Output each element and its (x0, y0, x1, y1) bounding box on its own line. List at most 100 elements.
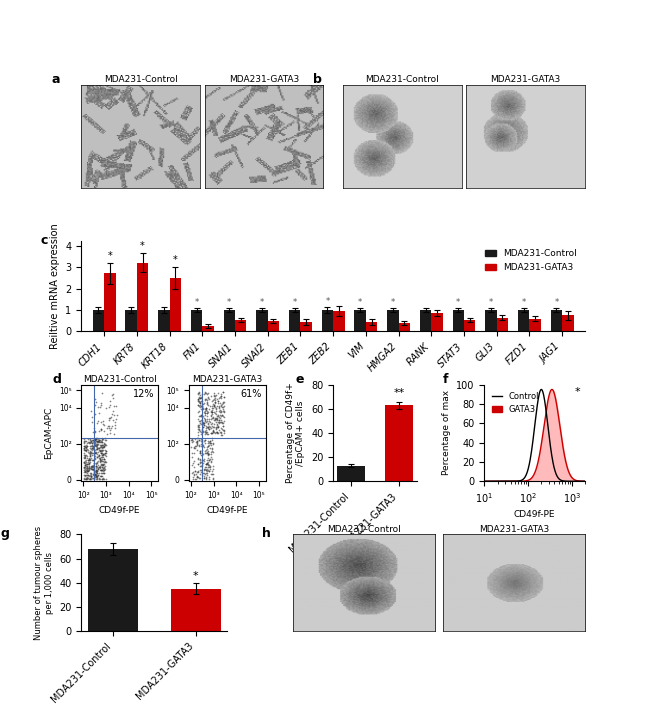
Point (219, 391, 229, 403)
Bar (289, 310, 300, 332)
Point (202, 411, 212, 422)
Point (196, 437, 207, 448)
Point (200, 463, 211, 474)
Point (200, 458, 211, 469)
Point (194, 392, 204, 403)
Point (100, 438, 110, 450)
Point (89, 449, 99, 460)
Point (218, 415, 229, 427)
Point (209, 400, 219, 411)
Point (193, 406, 203, 417)
Point (92, 443, 102, 454)
Point (194, 435, 204, 446)
Point (98, 445, 109, 456)
Point (90, 433, 100, 445)
Point (88, 441, 98, 452)
Point (85, 453, 96, 464)
Point (94, 462, 105, 474)
Point (202, 389, 213, 400)
Point (205, 435, 215, 447)
Bar (562, 316, 573, 332)
Point (213, 420, 223, 432)
Text: *: * (358, 298, 362, 307)
Point (194, 406, 204, 417)
Point (94, 449, 104, 460)
Point (202, 437, 213, 449)
Point (91, 471, 101, 482)
Point (209, 421, 220, 432)
Y-axis label: Reiltive mRNA expression: Reiltive mRNA expression (49, 223, 60, 350)
Point (87, 440, 98, 451)
Point (218, 417, 229, 428)
Point (189, 468, 200, 479)
Point (89, 423, 99, 434)
Point (91, 466, 101, 477)
Point (92, 439, 103, 450)
Point (200, 435, 210, 446)
Point (193, 393, 203, 405)
Point (203, 454, 214, 466)
Point (91, 435, 101, 446)
Point (98, 442, 109, 453)
Point (210, 392, 220, 403)
Point (212, 393, 222, 404)
Point (188, 435, 198, 446)
Point (207, 404, 218, 415)
Point (214, 415, 224, 426)
Point (202, 464, 213, 476)
Point (205, 413, 216, 424)
Point (94, 453, 105, 464)
Point (98, 459, 109, 471)
Point (200, 388, 210, 399)
Point (211, 416, 221, 428)
Point (92, 435, 103, 447)
Point (92, 467, 103, 479)
Y-axis label: EpCAM-APC: EpCAM-APC (44, 407, 53, 459)
Point (207, 413, 218, 424)
Point (194, 411, 204, 422)
X-axis label: CD49f-PE: CD49f-PE (99, 506, 140, 515)
Point (186, 441, 196, 452)
Text: *: * (193, 571, 198, 581)
Point (96, 441, 107, 452)
Point (193, 400, 203, 411)
Point (211, 403, 222, 414)
Point (98, 459, 108, 470)
Text: *: * (173, 255, 177, 265)
Point (81, 464, 91, 476)
Point (187, 435, 197, 446)
Point (83, 462, 93, 474)
Point (91, 474, 101, 485)
Point (91, 457, 101, 469)
Point (79, 463, 90, 474)
Point (197, 459, 207, 470)
Text: *: * (227, 298, 231, 307)
Point (83, 445, 94, 456)
Point (85, 440, 96, 452)
Point (79, 470, 90, 481)
Point (107, 408, 117, 420)
Point (203, 440, 213, 452)
Point (213, 413, 223, 424)
Bar (137, 263, 148, 332)
Point (196, 435, 206, 447)
Point (99, 456, 110, 467)
Point (108, 415, 118, 426)
Point (94, 451, 104, 462)
Point (107, 392, 118, 403)
Point (90, 467, 101, 478)
Point (196, 391, 207, 403)
Point (192, 466, 203, 477)
Point (91, 432, 101, 444)
Point (219, 391, 229, 403)
Point (218, 410, 228, 421)
Point (196, 418, 206, 430)
Point (85, 464, 96, 475)
Point (200, 437, 211, 449)
Point (200, 435, 210, 446)
Point (80, 465, 90, 476)
Point (194, 434, 205, 445)
Point (197, 435, 207, 446)
Point (193, 420, 203, 431)
Point (81, 467, 91, 478)
